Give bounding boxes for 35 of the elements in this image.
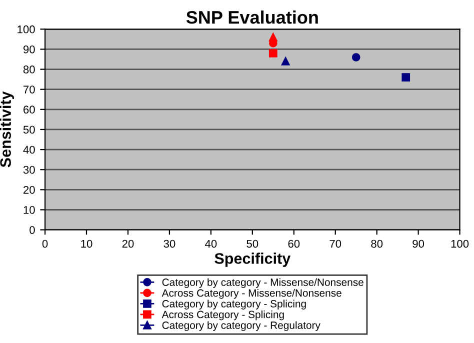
point bbox=[281, 57, 290, 66]
x-tick-label: 60 bbox=[288, 240, 300, 248]
point bbox=[268, 49, 278, 58]
legend-label: Category by category - Missense/Nonsense bbox=[162, 278, 364, 288]
x-tick-label: 80 bbox=[371, 240, 383, 248]
x-tick-label: 30 bbox=[164, 240, 176, 248]
y-tick-label: 60 bbox=[24, 106, 35, 114]
y-axis-title: Sensitivity bbox=[0, 91, 14, 168]
x-tick-label: 100 bbox=[451, 240, 469, 248]
y-tick-label: 20 bbox=[24, 186, 35, 194]
y-tick-label: 0 bbox=[30, 226, 35, 234]
legend-label: Across Category - Missense/Nonsense bbox=[162, 289, 342, 299]
y-tick-label: 90 bbox=[23, 45, 35, 54]
x-tick-label: 90 bbox=[412, 240, 424, 248]
legend-label: Across Category - Splicing bbox=[162, 310, 284, 320]
legend-label: Category by category - Regulatory bbox=[162, 321, 320, 331]
y-tick-label: 40 bbox=[23, 146, 35, 154]
point bbox=[352, 53, 360, 62]
point bbox=[402, 73, 410, 82]
x-axis-title: Specificity bbox=[214, 252, 291, 267]
x-tick-label: 10 bbox=[81, 240, 92, 248]
y-tick-label: 30 bbox=[23, 166, 35, 174]
point bbox=[268, 33, 278, 42]
y-tick-label: 50 bbox=[23, 126, 35, 134]
y-tick-label: 10 bbox=[24, 206, 35, 214]
x-tick-label: 40 bbox=[205, 240, 217, 248]
x-tick-label: 20 bbox=[122, 240, 134, 248]
chart-title: SNP Evaluation bbox=[186, 10, 318, 24]
legend-label: Category by category - Splicing bbox=[162, 300, 306, 310]
x-tick-label: 70 bbox=[330, 240, 342, 248]
y-tick-label: 100 bbox=[18, 25, 35, 34]
x-tick-label: 0 bbox=[42, 240, 48, 248]
x-tick-label: 50 bbox=[246, 240, 258, 248]
y-tick-label: 70 bbox=[24, 86, 35, 94]
y-tick-label: 80 bbox=[23, 66, 35, 74]
